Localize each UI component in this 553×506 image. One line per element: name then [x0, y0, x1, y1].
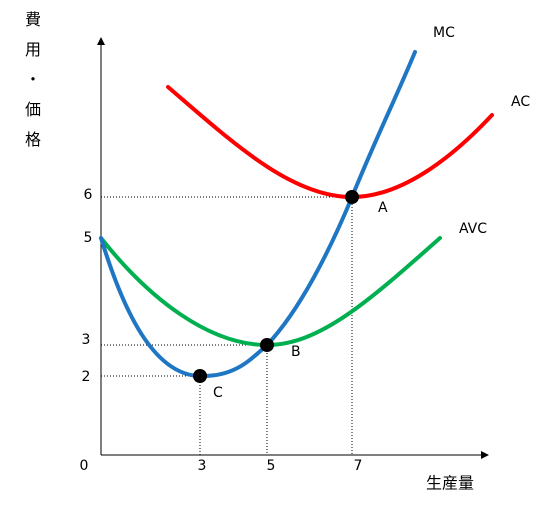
y-tick-label: 6	[84, 187, 93, 203]
x-tick-label: 3	[198, 458, 207, 474]
x-tick-label: 5	[267, 458, 276, 474]
curve-label: AVC	[459, 221, 487, 237]
y-tick-label: 2	[82, 369, 91, 385]
mc-curve	[99, 50, 417, 379]
curve-label: MC	[433, 25, 455, 41]
curve-label: AC	[511, 94, 530, 110]
point-c	[193, 369, 207, 383]
point-a	[345, 190, 359, 204]
x-tick-label: 7	[354, 458, 363, 474]
y-axis-label-char: ・	[25, 70, 41, 89]
point-label: A	[378, 200, 388, 216]
y-axis-label-char: 用	[25, 40, 41, 59]
x-axis-label: 生産量	[426, 474, 474, 493]
y-axis-label: 費用・価格	[25, 10, 41, 149]
ac-curve	[166, 85, 494, 200]
point-label: C	[213, 385, 223, 401]
y-axis-label-char: 格	[25, 130, 41, 149]
origin-label: 0	[80, 458, 89, 474]
avc-curve	[99, 236, 442, 348]
point-b	[260, 338, 274, 352]
y-tick-label: 3	[82, 332, 91, 348]
y-axis-label-char: 価	[25, 100, 41, 119]
point-label: B	[291, 344, 301, 360]
y-tick-label: 5	[84, 230, 93, 246]
y-axis-label-char: 費	[25, 10, 41, 29]
